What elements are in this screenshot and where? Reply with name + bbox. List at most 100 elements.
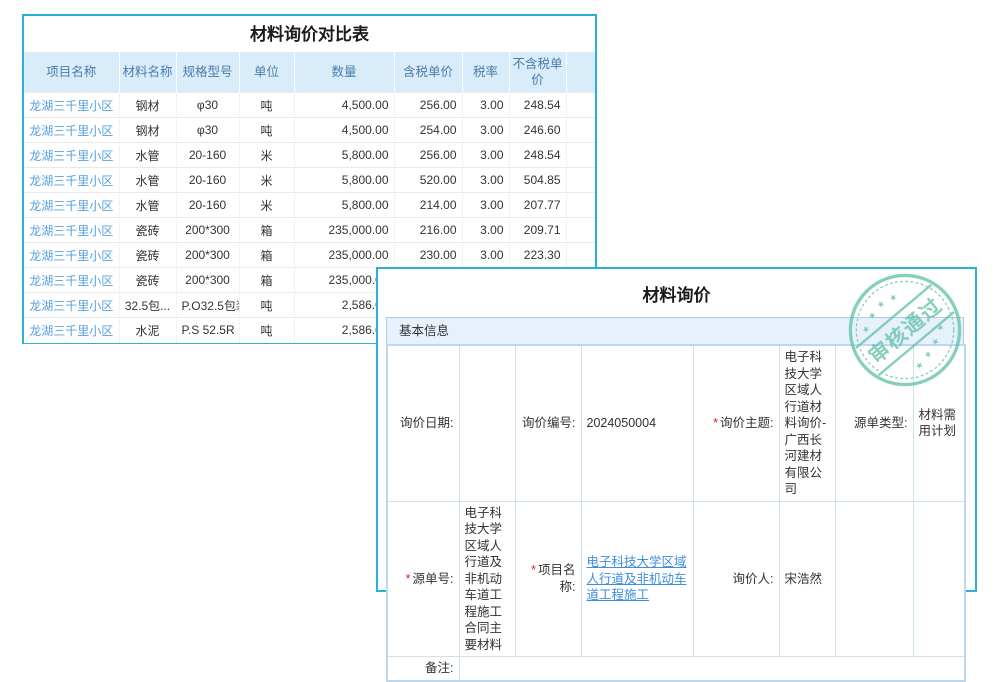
cell-qty: 4,500.00 (294, 117, 395, 143)
table-row: 龙湖三千里小区 瓷砖 200*300 箱 235,000.00 216.00 3… (24, 217, 595, 243)
comparison-header-row: 项目名称 材料名称 规格型号 单位 数量 含税单价 税率 不含税单价 (24, 52, 595, 93)
cell-unit: 米 (239, 192, 295, 218)
cell-unit: 米 (239, 167, 295, 193)
comparison-panel: 材料询价对比表 项目名称 材料名称 规格型号 单位 数量 含税单价 税率 不含税… (22, 14, 597, 344)
project-link[interactable]: 龙湖三千里小区 (29, 98, 114, 113)
table-row: 龙湖三千里小区 水管 20-160 米 5,800.00 520.00 3.00… (24, 167, 595, 193)
cell-qty: 235,000.00 (294, 242, 395, 268)
project-name-value: 电子科技大学区域人行道及非机动车道工程施工 (580, 500, 694, 657)
cell-spec: 20-160 (176, 167, 240, 193)
cell-spec: φ30 (176, 117, 240, 143)
cell-price-net: 248.54 (509, 92, 567, 118)
cell-price-tax: 256.00 (394, 92, 463, 118)
cell-price-tax: 256.00 (394, 142, 463, 168)
project-link[interactable]: 龙湖三千里小区 (29, 123, 114, 138)
cell-blank (566, 242, 595, 268)
comparison-panel-title: 材料询价对比表 (250, 25, 369, 44)
table-row: 龙湖三千里小区 瓷砖 200*300 箱 235,000.00 230.00 3… (24, 242, 595, 268)
col-header-blank (566, 52, 595, 93)
cell-material: 水管 (119, 142, 177, 168)
cell-tax-rate: 3.00 (462, 242, 510, 268)
cell-price-net: 246.60 (509, 117, 567, 143)
cell-tax-rate: 3.00 (462, 192, 510, 218)
col-header-price-net: 不含税单价 (509, 52, 567, 93)
project-link[interactable]: 龙湖三千里小区 (29, 323, 114, 338)
cell-tax-rate: 3.00 (462, 217, 510, 243)
project-link[interactable]: 龙湖三千里小区 (29, 273, 114, 288)
cell-spec: P.S 52.5R (176, 317, 240, 343)
required-asterisk: * (713, 416, 719, 430)
cell-spec: 200*300 (176, 267, 240, 293)
cell-qty: 5,800.00 (294, 142, 395, 168)
cell-qty: 4,500.00 (294, 92, 395, 118)
cell-price-net: 248.54 (509, 142, 567, 168)
project-name-label: * 项目名称: (514, 500, 582, 657)
inquiry-panel: 材料询价 基本信息 询价日期: 询价编号: 2024050004 * 询价主题: … (376, 267, 977, 682)
subject-value: 电子科技大学区域人行道材料询价-广西长河建材有限公司 (778, 344, 836, 502)
source-no-label-text: 源单号: (412, 571, 454, 586)
col-header-material: 材料名称 (119, 52, 177, 93)
project-link[interactable]: 龙湖三千里小区 (29, 148, 114, 163)
cell-material: 瓷砖 (119, 267, 177, 293)
table-row: 龙湖三千里小区 水管 20-160 米 5,800.00 214.00 3.00… (24, 192, 595, 218)
project-name-link[interactable]: 电子科技大学区域人行道及非机动车道工程施工 (586, 555, 687, 602)
project-name-label-text: 项目名称: (537, 563, 576, 594)
project-link[interactable]: 龙湖三千里小区 (29, 173, 114, 188)
comparison-table: 项目名称 材料名称 规格型号 单位 数量 含税单价 税率 不含税单价 龙湖三千里… (24, 52, 595, 343)
required-asterisk: * (405, 571, 411, 586)
cell-blank (566, 92, 595, 118)
table-row: 龙湖三千里小区 钢材 φ30 吨 4,500.00 256.00 3.00 24… (24, 92, 595, 118)
cell-unit: 箱 (239, 242, 295, 268)
blank-label-cell (834, 500, 914, 657)
cell-price-net: 223.30 (509, 242, 567, 268)
source-type-value: 材料需用计划 (912, 344, 966, 502)
inquirer-label: 询价人: (692, 500, 780, 657)
cell-spec: 20-160 (176, 142, 240, 168)
cell-spec: 200*300 (176, 242, 240, 268)
form-row: 备注: (386, 656, 966, 681)
cell-material: 瓷砖 (119, 242, 177, 268)
project-link[interactable]: 龙湖三千里小区 (29, 198, 114, 213)
source-no-label: * 源单号: (386, 500, 460, 657)
project-link[interactable]: 龙湖三千里小区 (29, 298, 114, 313)
cell-blank (566, 192, 595, 218)
cell-blank (566, 117, 595, 143)
blank-value-cell (912, 500, 966, 657)
cell-tax-rate: 3.00 (462, 117, 510, 143)
cell-price-net: 209.71 (509, 217, 567, 243)
cell-price-tax: 254.00 (394, 117, 463, 143)
table-row: 龙湖三千里小区 钢材 φ30 吨 4,500.00 254.00 3.00 24… (24, 117, 595, 143)
form-row: 询价日期: 询价编号: 2024050004 * 询价主题: 电子科技大学区域人行… (386, 344, 966, 502)
form-row: * 源单号: 电子科技大学区域人行道及非机动车道工程施工合同主要材料 * 项目名称:… (386, 500, 966, 657)
cell-tax-rate: 3.00 (462, 142, 510, 168)
remark-value (458, 656, 966, 681)
cell-price-tax: 230.00 (394, 242, 463, 268)
inquiry-panel-title: 材料询价 (642, 286, 711, 305)
inquiry-date-label: 询价日期: (386, 344, 460, 502)
source-type-label: 源单类型: (834, 344, 914, 502)
cell-material: 水管 (119, 167, 177, 193)
cell-unit: 吨 (239, 117, 295, 143)
cell-unit: 吨 (239, 92, 295, 118)
cell-material: 钢材 (119, 92, 177, 118)
col-header-project: 项目名称 (24, 52, 120, 93)
cell-tax-rate: 3.00 (462, 167, 510, 193)
cell-material: 钢材 (119, 117, 177, 143)
cell-material: 水泥 (119, 317, 177, 343)
project-link[interactable]: 龙湖三千里小区 (29, 223, 114, 238)
cell-price-tax: 520.00 (394, 167, 463, 193)
table-row: 龙湖三千里小区 水管 20-160 米 5,800.00 256.00 3.00… (24, 142, 595, 168)
inquiry-no-label: 询价编号: (514, 344, 582, 502)
cell-tax-rate: 3.00 (462, 92, 510, 118)
required-asterisk: * (531, 563, 536, 578)
cell-unit: 吨 (239, 292, 295, 318)
subject-label-text: 询价主题: (720, 416, 774, 430)
project-link[interactable]: 龙湖三千里小区 (29, 248, 114, 263)
source-no-value: 电子科技大学区域人行道及非机动车道工程施工合同主要材料 (458, 500, 516, 657)
subject-label: * 询价主题: (692, 344, 780, 502)
col-header-price-tax: 含税单价 (394, 52, 463, 93)
inquiry-no-value: 2024050004 (580, 344, 694, 502)
col-header-tax-rate: 税率 (462, 52, 510, 93)
cell-spec: 200*300 (176, 217, 240, 243)
remark-label: 备注: (386, 656, 460, 681)
